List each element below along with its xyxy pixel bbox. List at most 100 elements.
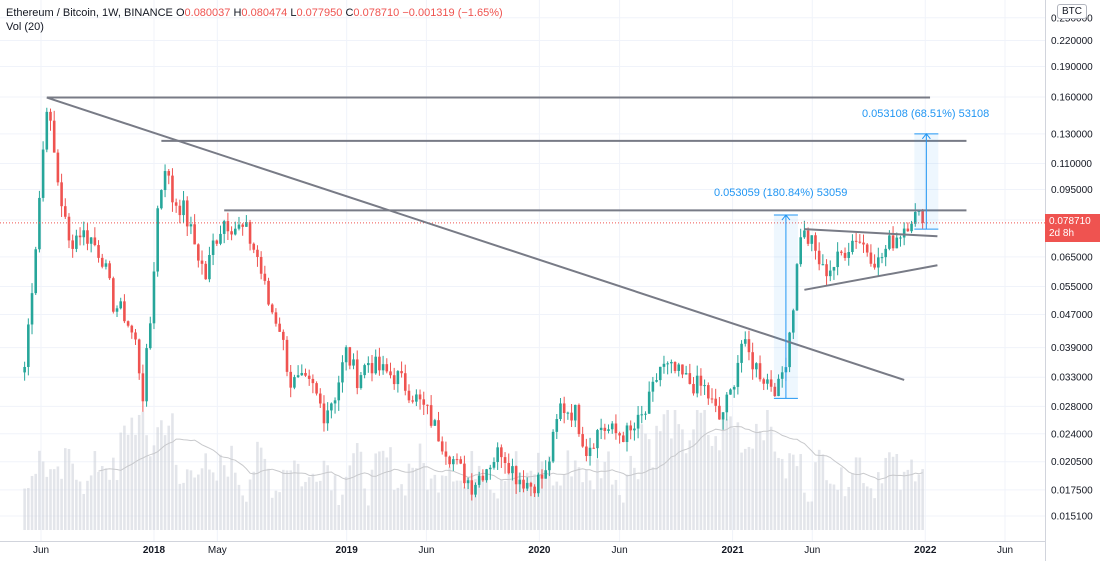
volume-bar [422,463,426,530]
candle-body [673,362,677,371]
volume-bar [49,469,52,530]
volume-bar [267,468,270,530]
candle-body [444,451,448,457]
volume-bar [500,479,503,530]
candle-body [732,386,736,390]
volume-bar [237,484,241,530]
volume-indicator-label[interactable]: Vol (20) [6,21,44,33]
candle-body [551,431,555,462]
candle-body [141,373,145,402]
candle-body [902,228,906,238]
volume-bar [899,489,902,530]
volume-bar [429,478,433,530]
candle-body [115,308,119,312]
candle-body [755,363,758,370]
volume-bar [381,450,385,530]
candle-body [514,466,518,485]
candle-body [400,371,403,374]
candle-body [45,111,49,150]
chart-legend: Ethereum / Bitcoin, 1W, BINANCE O0.08003… [6,6,503,34]
volume-bar [858,457,862,530]
volume-bar [241,495,244,530]
volume-bar [208,469,211,530]
candle-body [751,352,754,370]
candle-body [270,304,274,313]
volume-bar [171,413,174,530]
candle-body [392,375,396,385]
symbol-title[interactable]: Ethereum / Bitcoin, 1W, BINANCE [6,7,173,19]
volume-bar [185,469,189,530]
volume-bar [448,467,451,530]
candle-body [788,332,791,368]
candle-body [197,244,200,261]
volume-bar [736,422,740,530]
candle-body [311,378,315,384]
volume-bar [577,467,581,530]
volume-bar [647,439,651,530]
volume-bar [41,461,45,530]
candle-body [396,371,400,385]
volume-bar [226,476,230,530]
candle-body [662,363,666,367]
candle-body [640,414,644,416]
candle-body [407,390,411,401]
candle-body [148,323,152,349]
volume-bar [847,486,851,530]
candle-body [681,364,684,375]
volume-bar [721,416,725,530]
volume-bar [278,492,281,530]
volume-bar [426,489,429,530]
volume-bar [282,469,285,530]
candle-body [485,469,488,481]
candle-body [562,403,566,414]
volume-bar [725,419,729,530]
candle-body [389,371,392,376]
volume-bar [869,488,873,530]
volume-bar [825,480,828,530]
volume-bar [755,423,758,530]
volume-bar [540,461,544,530]
candle-body [97,245,100,258]
x-tick-label: 2018 [143,545,166,556]
volume-bar [230,445,233,530]
volume-bar [71,463,74,530]
volume-bar [352,453,355,530]
x-tick-label: Jun [33,545,49,556]
candle-body [647,391,651,414]
volume-bar [751,448,754,530]
candle-body [193,224,196,245]
candle-body [344,347,348,363]
volume-bar [248,479,252,530]
candle-body [145,348,148,402]
volume-bar [215,480,219,530]
currency-badge[interactable]: BTC [1057,4,1087,19]
candle-body [729,389,732,395]
open-value: 0.080037 [184,7,231,19]
volume-bar [618,495,621,530]
volume-bar [625,474,629,530]
candle-body [300,372,304,376]
candle-body [429,405,433,426]
volume-bar [921,469,924,530]
volume-bar [145,435,148,530]
candle-body [492,462,496,468]
volume-bar [378,451,381,530]
candle-body [256,249,259,257]
volume-bar [503,481,507,530]
candle-body [171,175,174,203]
candle-body [245,222,248,227]
volume-bar [633,467,636,530]
candle-body [49,111,52,121]
volume-bar [307,477,311,530]
candle-body [913,211,917,224]
candle-body [825,264,828,277]
volume-bar [799,454,802,530]
candle-body [692,383,695,394]
candle-body [529,482,533,487]
candle-body [63,206,67,217]
volume-bar [56,466,60,530]
volume-bar [52,469,56,530]
candle-body [267,280,270,305]
